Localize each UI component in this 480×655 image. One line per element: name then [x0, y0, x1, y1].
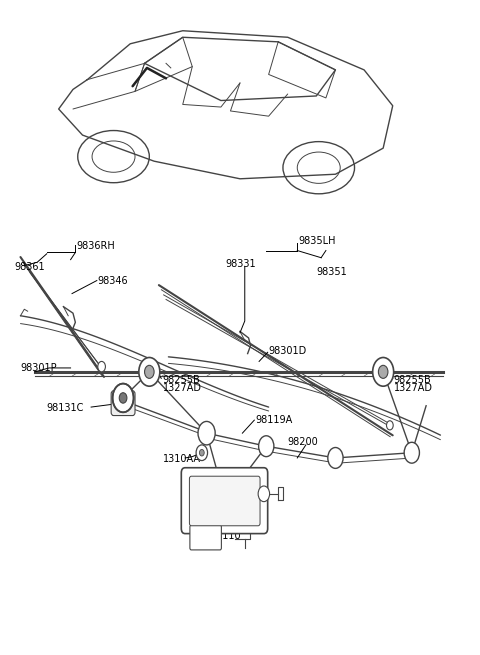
- Text: 98331: 98331: [226, 259, 256, 269]
- Text: 98131C: 98131C: [47, 403, 84, 413]
- Text: 98361: 98361: [15, 262, 46, 272]
- Text: 98110: 98110: [210, 531, 241, 541]
- Text: 1327AD: 1327AD: [394, 383, 432, 393]
- Circle shape: [196, 445, 207, 460]
- Text: 9835LH: 9835LH: [298, 236, 336, 246]
- Circle shape: [258, 486, 270, 502]
- Text: 98255B: 98255B: [163, 375, 201, 384]
- Circle shape: [328, 447, 343, 468]
- Text: 98200: 98200: [288, 438, 318, 447]
- Circle shape: [119, 393, 127, 403]
- Circle shape: [144, 365, 154, 379]
- Circle shape: [404, 442, 420, 463]
- Circle shape: [386, 421, 393, 430]
- FancyBboxPatch shape: [181, 468, 268, 534]
- Text: 98255B: 98255B: [394, 375, 432, 384]
- Circle shape: [98, 362, 106, 372]
- Text: 98301P: 98301P: [21, 363, 57, 373]
- Circle shape: [378, 365, 388, 379]
- Text: 98351: 98351: [316, 267, 347, 277]
- Circle shape: [139, 358, 160, 386]
- Text: 98301D: 98301D: [269, 346, 307, 356]
- Circle shape: [199, 449, 204, 456]
- FancyBboxPatch shape: [190, 476, 260, 526]
- Text: 98119A: 98119A: [255, 415, 292, 425]
- Circle shape: [259, 436, 274, 457]
- FancyBboxPatch shape: [111, 391, 135, 415]
- Circle shape: [372, 358, 394, 386]
- FancyBboxPatch shape: [190, 525, 221, 550]
- Circle shape: [113, 384, 133, 412]
- Text: 1327AD: 1327AD: [163, 383, 202, 393]
- Circle shape: [198, 421, 215, 445]
- Text: 9836RH: 9836RH: [77, 241, 116, 251]
- Text: 1310AA: 1310AA: [163, 455, 201, 464]
- Text: 98346: 98346: [98, 276, 129, 286]
